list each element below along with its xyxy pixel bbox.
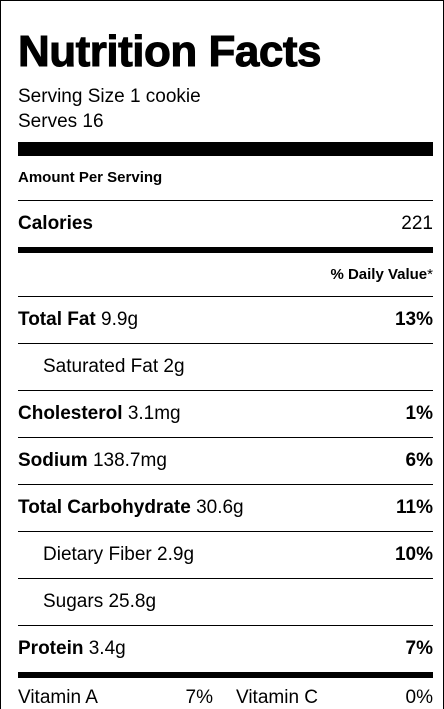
calories-label: Calories: [18, 213, 93, 234]
nutrient-amount: 30.6g: [196, 497, 244, 518]
nutrient-name: Protein: [18, 638, 84, 659]
nutrient-amount: 2.9g: [157, 544, 195, 565]
nutrient-percent: 1%: [405, 403, 433, 424]
nutrient-percent: 13%: [394, 309, 433, 330]
nutrient-name: Total Carbohydrate: [18, 497, 191, 518]
nutrient-percent: 6%: [405, 450, 433, 471]
nutrient-percent: 10%: [394, 544, 433, 565]
daily-value-header-text: % Daily Value: [330, 266, 428, 283]
nutrient-percent: 11%: [396, 497, 433, 518]
nutrient-name: Cholesterol: [18, 403, 123, 424]
nutrient-row-total-fat: Total Fat 9.9g 13%: [18, 297, 433, 344]
nutrient-amount: 3.1mg: [127, 403, 181, 424]
nutrient-row-protein: Protein 3.4g 7%: [18, 626, 433, 672]
vitamins-row: Vitamin A 7% Vitamin C 0%: [18, 672, 433, 709]
calories-value: 221: [401, 213, 433, 234]
medium-divider: [18, 247, 433, 253]
nutrient-row-dietary-fiber: Dietary Fiber 2.9g 10%: [18, 532, 433, 579]
daily-value-star: *: [427, 266, 433, 283]
nutrient-name: Sodium: [18, 450, 88, 471]
thick-divider: [18, 142, 433, 156]
nutrient-name: Total Fat: [18, 309, 96, 330]
nutrient-name: Sugars: [43, 591, 104, 612]
label-title: Nutrition Facts: [18, 27, 322, 76]
calories-row: Calories 221: [18, 201, 433, 247]
nutrient-amount: 2g: [163, 356, 185, 377]
nutrient-name: Saturated Fat: [43, 356, 159, 377]
nutrient-row-sodium: Sodium 138.7mg 6%: [18, 438, 433, 485]
servings-count: Serves 16: [18, 111, 104, 132]
vitamin-c-label: Vitamin C: [236, 687, 319, 708]
nutrient-percent: 7%: [405, 638, 433, 659]
vitamin-a-value: 7%: [185, 687, 213, 708]
nutrient-amount: 3.4g: [88, 638, 126, 659]
amount-per-serving: Amount Per Serving: [18, 156, 433, 201]
nutrient-row-total-carbohydrate: Total Carbohydrate 30.6g 11%: [18, 485, 433, 532]
nutrient-amount: 9.9g: [101, 309, 139, 330]
nutrient-row-sugars: Sugars 25.8g: [18, 579, 433, 626]
nutrient-amount: 25.8g: [108, 591, 157, 612]
vitamin-c-value: 0%: [405, 687, 433, 708]
nutrient-row-saturated-fat: Saturated Fat 2g: [18, 344, 433, 391]
vitamin-a-label: Vitamin A: [18, 687, 98, 708]
daily-value-header: % Daily Value*: [18, 253, 433, 297]
nutrient-row-cholesterol: Cholesterol 3.1mg 1%: [18, 391, 433, 438]
vitamin-a: Vitamin A 7%: [18, 687, 213, 709]
nutrient-amount: 138.7mg: [92, 450, 167, 471]
serving-size: Serving Size 1 cookie: [18, 86, 201, 107]
nutrient-name: Dietary Fiber: [43, 544, 152, 565]
vitamin-c: Vitamin C 0%: [213, 687, 433, 709]
